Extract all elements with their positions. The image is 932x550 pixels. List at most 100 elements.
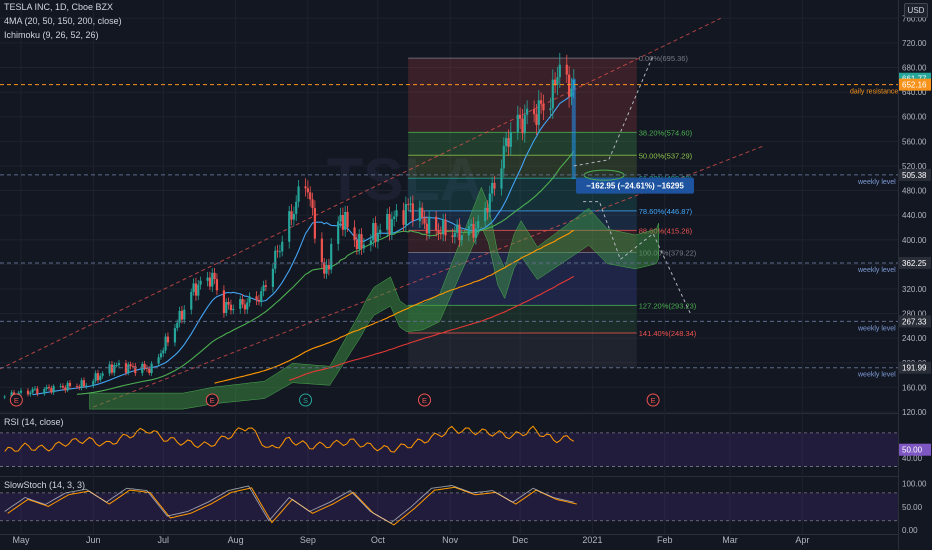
level-label: weekly level (857, 325, 896, 332)
candle-body (85, 386, 87, 387)
candle-body (484, 208, 486, 221)
earnings-marker-label: S (303, 396, 308, 405)
x-tick-label: May (12, 535, 30, 545)
candle-body (321, 239, 323, 262)
candle-body (517, 115, 519, 132)
candle-body (412, 203, 414, 221)
candle-body (255, 296, 257, 300)
currency-button[interactable]: USD (904, 3, 928, 18)
candle-body (113, 365, 115, 373)
candle-body (60, 386, 62, 387)
candle-body (468, 226, 470, 235)
candle-body (426, 224, 428, 234)
candle-body (559, 65, 561, 78)
candle-body (442, 220, 444, 235)
candle-body (248, 296, 250, 302)
candle-body (461, 235, 463, 240)
price-tick-label: 160.00 (902, 383, 927, 392)
candle-body (428, 217, 430, 234)
candle-body (132, 366, 134, 367)
candle-body (493, 183, 495, 189)
candle-body (262, 285, 264, 291)
candle-body (307, 188, 309, 192)
candle-body (386, 214, 388, 230)
candle-body (360, 234, 362, 248)
stoch-title: SlowStoch (14, 3, 3) (4, 480, 85, 490)
candle-body (176, 323, 178, 328)
price-badge-label: 362.25 (902, 259, 927, 268)
price-axis: 120.00160.00200.00240.00280.00320.00360.… (899, 14, 931, 417)
candle-body (165, 337, 167, 351)
candle-body (472, 224, 474, 238)
candle-body (34, 389, 36, 390)
rsi-pane: RSI (14, close)50.0040.0050.00 (0, 417, 931, 467)
candle-body (260, 291, 262, 301)
ichimoku-line: Ichimoku (9, 26, 52, 26) (4, 30, 99, 40)
candle-body (489, 194, 491, 213)
candle-body (32, 389, 34, 393)
x-tick-label: Nov (442, 535, 459, 545)
price-badge-label: 191.99 (902, 364, 927, 373)
stoch-pane: SlowStoch (14, 3, 3)100.0050.000.00 (0, 480, 927, 535)
candle-body (43, 389, 45, 394)
candle-body (379, 230, 381, 233)
candle-body (353, 227, 355, 240)
candle-body (405, 204, 407, 225)
candle-body (363, 245, 365, 249)
candle-body (46, 387, 48, 389)
candle-body (276, 251, 278, 252)
earnings-marker-label: E (651, 396, 656, 405)
price-tick-label: 120.00 (902, 408, 927, 417)
candle-body (486, 208, 488, 212)
price-badge-label: 267.33 (902, 317, 927, 326)
candle-body (314, 208, 316, 239)
x-tick-label: Feb (657, 535, 673, 545)
candle-body (421, 208, 423, 218)
candle-body (552, 80, 554, 109)
candle-body (36, 389, 38, 394)
candle-body (456, 225, 458, 233)
x-tick-label: Dec (512, 535, 529, 545)
candle-body (409, 203, 411, 204)
candle-body (239, 299, 241, 309)
symbol-legend: TESLA INC, 1D, Cboe BZX (4, 2, 113, 12)
candle-body (388, 214, 390, 234)
candle-body (435, 217, 437, 231)
x-tick-label: Sep (300, 535, 316, 545)
pane-separator-stoch (0, 476, 898, 477)
candle-body (330, 244, 332, 270)
candle-body (454, 233, 456, 237)
candle-body (393, 216, 395, 219)
candle-body (174, 328, 176, 342)
candle-body (391, 219, 393, 234)
price-tick-label: 680.00 (902, 64, 927, 73)
candle-body (223, 290, 225, 313)
candle-body (458, 225, 460, 241)
candle-body (309, 192, 311, 199)
candle-body (505, 138, 507, 146)
candle-body (533, 109, 535, 115)
candle-body (102, 373, 104, 375)
candle-body (99, 376, 101, 380)
stoch-band (0, 493, 898, 521)
candle-body (370, 240, 372, 244)
candle-body (344, 212, 346, 230)
earnings-marker-label: E (210, 396, 215, 405)
candle-body (50, 388, 52, 392)
x-tick-label: Mar (722, 535, 738, 545)
candle-body (230, 305, 232, 310)
candle-body (192, 283, 194, 292)
candle-body (510, 132, 512, 147)
candle-body (444, 220, 446, 236)
candle-body (81, 380, 83, 387)
candle-body (190, 292, 192, 310)
level-label: weekly level (857, 372, 896, 379)
candle-body (437, 230, 439, 233)
candle-body (279, 251, 281, 252)
candle-body (395, 210, 397, 216)
candle-body (95, 373, 97, 381)
candle-body (274, 251, 276, 269)
ichimoku-legend: Ichimoku (9, 26, 52, 26) (4, 30, 99, 40)
